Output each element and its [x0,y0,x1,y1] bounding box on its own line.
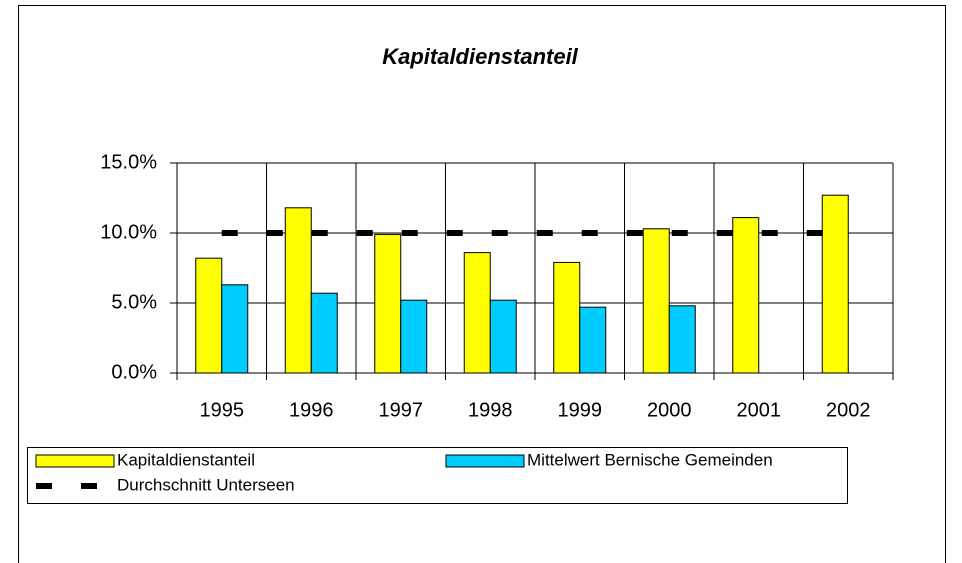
bar [400,299,428,374]
y-tick-label: 10.0% [100,221,157,243]
x-tick-label: 1997 [379,399,424,421]
bar [221,284,249,374]
y-tick-label: 0.0% [111,361,157,383]
chart-border [18,5,946,563]
y-tick-label: 15.0% [100,151,157,173]
x-tick-label: 2002 [826,399,871,421]
x-tick-label: 1999 [558,399,603,421]
x-tick-label: 2001 [737,399,782,421]
chart-title: Kapitaldienstanteil [382,44,578,69]
bar [463,252,491,374]
legend-box [27,447,848,504]
legend-swatch [445,454,525,468]
legend-label: Mittelwert Bernische Gemeinden [527,450,773,469]
bar [195,257,223,374]
bar [310,292,338,374]
bar [374,233,402,374]
bar [284,207,312,374]
bar [732,217,760,374]
bar [821,194,849,374]
bar [579,306,607,374]
bar [642,228,670,374]
x-tick-label: 1995 [200,399,245,421]
x-tick-label: 1998 [468,399,513,421]
x-tick-label: 1996 [289,399,334,421]
x-tick-label: 2000 [647,399,692,421]
bar [668,305,696,374]
legend-label: Kapitaldienstanteil [117,450,255,469]
bar [553,261,581,374]
y-tick-label: 5.0% [111,291,157,313]
legend-label: Durchschnitt Unterseen [117,475,295,494]
bar [489,299,517,374]
legend-swatch [35,454,115,468]
